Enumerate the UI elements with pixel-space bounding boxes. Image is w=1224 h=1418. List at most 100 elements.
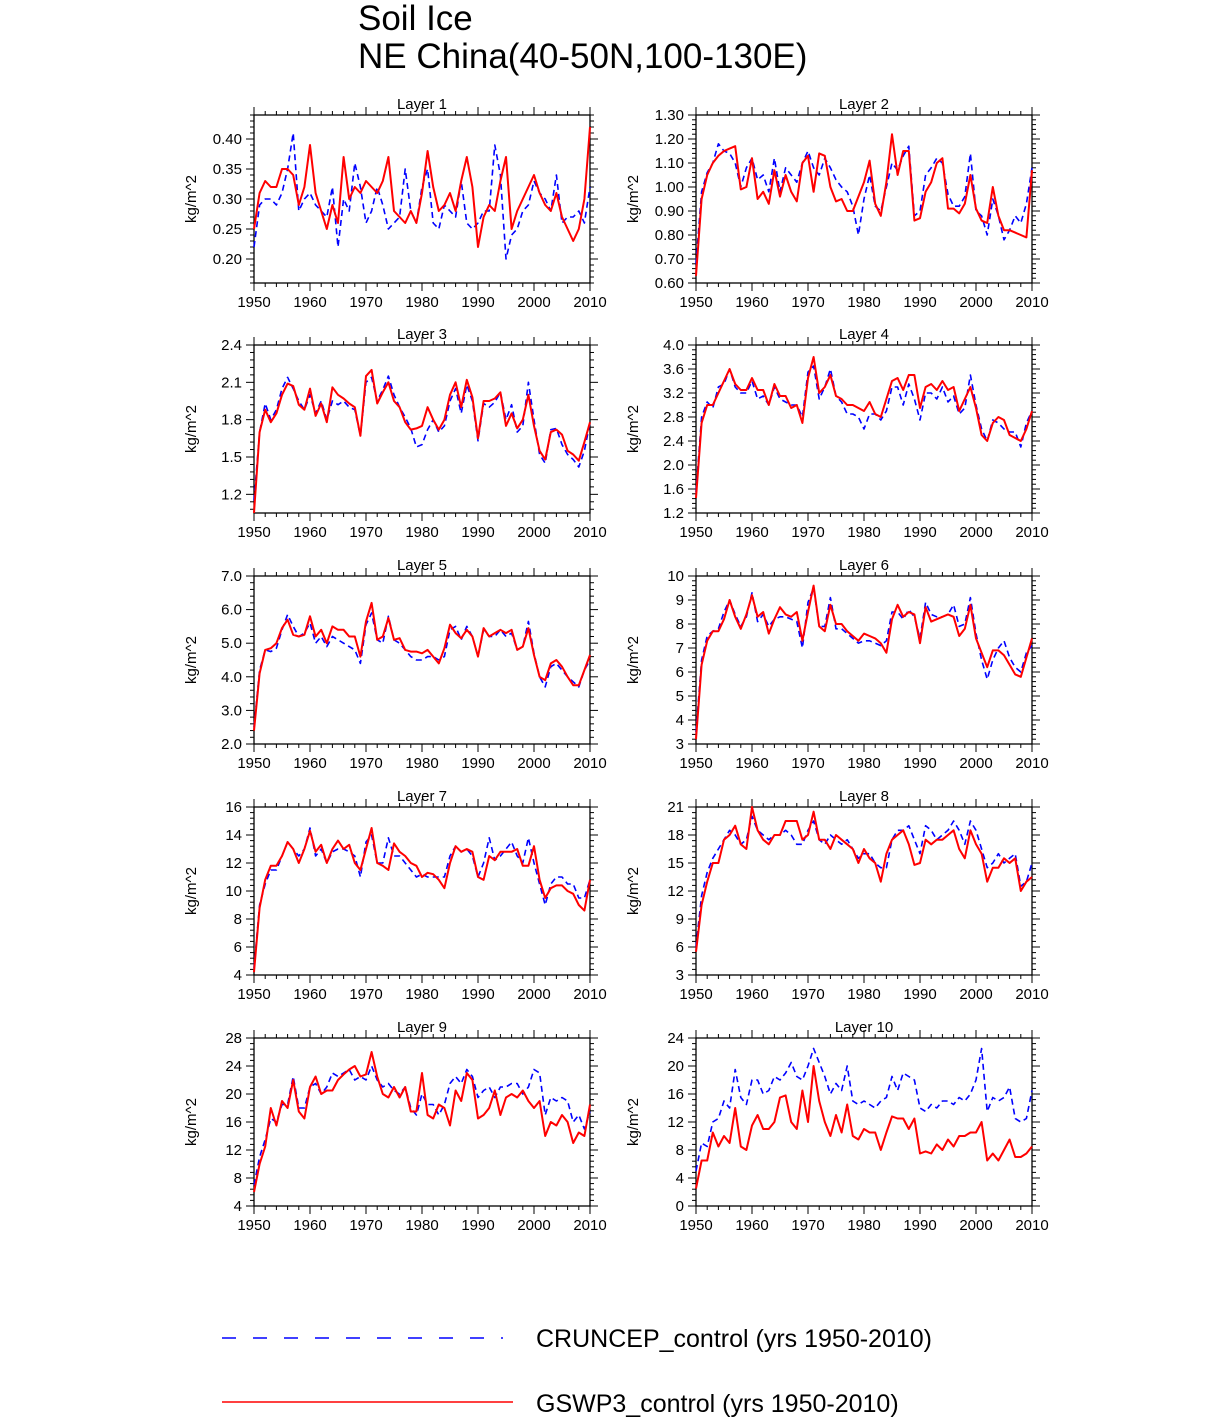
y-axis-label: kg/m^2 xyxy=(625,1098,642,1146)
y-tick-label: 14 xyxy=(225,827,242,844)
series-line-gswp3 xyxy=(695,133,1033,276)
x-tick-label: 1950 xyxy=(237,755,270,772)
panel-title: Layer 4 xyxy=(839,326,889,343)
y-tick-label: 3 xyxy=(676,967,684,984)
x-tick-label: 1960 xyxy=(293,1217,326,1234)
panel-title: Layer 2 xyxy=(839,96,889,113)
y-tick-label: 6 xyxy=(676,939,684,956)
y-tick-label: 24 xyxy=(667,1030,684,1047)
y-tick-label: 5.0 xyxy=(221,635,242,652)
x-tick-label: 1990 xyxy=(903,755,936,772)
x-tick-label: 2000 xyxy=(517,524,550,541)
series-line-gswp3 xyxy=(253,827,591,973)
x-tick-label: 2000 xyxy=(517,1217,550,1234)
legend-label-cruncep: CRUNCEP_control (yrs 1950-2010) xyxy=(536,1325,932,1353)
y-tick-label: 8 xyxy=(234,911,242,928)
series-line-cruncep xyxy=(695,1047,1033,1172)
x-tick-label: 1970 xyxy=(349,755,382,772)
y-tick-label: 16 xyxy=(225,1114,242,1131)
y-tick-label: 4 xyxy=(234,967,242,984)
plot-frame xyxy=(253,1037,591,1207)
series-line-gswp3 xyxy=(253,368,591,514)
x-tick-label: 1950 xyxy=(237,524,270,541)
panel-title: Layer 5 xyxy=(397,557,447,574)
panel-title: Layer 8 xyxy=(839,788,889,805)
y-axis-label: kg/m^2 xyxy=(183,867,200,915)
y-axis-label: kg/m^2 xyxy=(625,175,642,223)
x-tick-label: 1990 xyxy=(461,524,494,541)
panel-title: Layer 6 xyxy=(839,557,889,574)
y-axis-label: kg/m^2 xyxy=(625,405,642,453)
y-tick-label: 2.4 xyxy=(663,433,684,450)
plot-frame xyxy=(253,806,591,976)
x-tick-label: 1950 xyxy=(679,524,712,541)
x-tick-label: 1990 xyxy=(461,755,494,772)
y-tick-label: 8 xyxy=(676,616,684,633)
y-tick-label: 3.0 xyxy=(221,702,242,719)
x-tick-label: 2000 xyxy=(959,755,992,772)
y-axis-label: kg/m^2 xyxy=(625,867,642,915)
x-tick-label: 1950 xyxy=(237,1217,270,1234)
y-tick-label: 10 xyxy=(225,883,242,900)
y-tick-label: 7 xyxy=(676,640,684,657)
y-tick-label: 8 xyxy=(234,1170,242,1187)
y-tick-label: 3 xyxy=(676,736,684,753)
y-tick-label: 28 xyxy=(225,1030,242,1047)
y-tick-label: 12 xyxy=(225,1142,242,1159)
x-tick-label: 2000 xyxy=(517,294,550,311)
x-tick-label: 1950 xyxy=(237,986,270,1003)
x-tick-label: 1950 xyxy=(237,294,270,311)
x-tick-label: 1980 xyxy=(847,755,880,772)
y-tick-label: 16 xyxy=(225,799,242,816)
plot-frame xyxy=(253,575,591,745)
y-tick-label: 7.0 xyxy=(221,568,242,585)
x-tick-label: 2000 xyxy=(959,524,992,541)
y-tick-label: 2.0 xyxy=(221,736,242,753)
x-tick-label: 1960 xyxy=(293,986,326,1003)
figure-title-line-2: NE China(40-50N,100-130E) xyxy=(358,37,808,76)
y-tick-label: 1.2 xyxy=(221,486,242,503)
y-tick-label: 0.90 xyxy=(655,203,684,220)
panel-layer-6: Layer 6 1950 1960 1970 1980 1990 2000 2010 3 4 5 6 7… xyxy=(625,557,1049,772)
y-tick-label: 0.70 xyxy=(655,251,684,268)
series-line-cruncep xyxy=(253,375,591,501)
x-tick-label: 1970 xyxy=(791,986,824,1003)
x-tick-label: 1970 xyxy=(791,755,824,772)
y-tick-label: 1.30 xyxy=(655,107,684,124)
y-tick-label: 1.6 xyxy=(663,481,684,498)
x-tick-label: 2010 xyxy=(573,986,606,1003)
y-tick-label: 0.20 xyxy=(213,251,242,268)
y-tick-label: 2.1 xyxy=(221,374,242,391)
y-tick-label: 2.4 xyxy=(221,337,242,354)
panel-layer-4: Layer 4 1950 1960 1970 1980 1990 2000 2010 1.2 1.… xyxy=(625,326,1049,541)
panel-layer-7: Layer 7 1950 1960 1970 1980 1990 2000 2010 4 6 8 10… xyxy=(183,788,607,1003)
y-tick-label: 1.8 xyxy=(221,412,242,429)
y-tick-label: 4.0 xyxy=(221,669,242,686)
x-tick-label: 2010 xyxy=(1015,1217,1048,1234)
x-tick-label: 1980 xyxy=(405,986,438,1003)
series-line-cruncep xyxy=(253,1065,591,1186)
x-tick-label: 2010 xyxy=(573,755,606,772)
y-tick-label: 1.20 xyxy=(655,131,684,148)
x-tick-label: 2000 xyxy=(517,986,550,1003)
panel-layer-9: Layer 9 1950 1960 1970 1980 1990 2000 2010 4 8 12 1… xyxy=(183,1019,607,1234)
x-tick-label: 1980 xyxy=(847,1217,880,1234)
x-tick-label: 1980 xyxy=(847,294,880,311)
x-tick-label: 1960 xyxy=(735,1217,768,1234)
y-tick-label: 6 xyxy=(234,939,242,956)
panel-layer-10: Layer 10 1950 1960 1970 1980 1990 2000 2010 0 4 8 1… xyxy=(625,1019,1049,1234)
x-tick-label: 1970 xyxy=(349,524,382,541)
panel-title: Layer 7 xyxy=(397,788,447,805)
panel-layer-5: Layer 5 1950 1960 1970 1980 1990 2000 2010 2.0 3.… xyxy=(183,557,607,772)
x-tick-label: 1960 xyxy=(735,986,768,1003)
y-axis-label: kg/m^2 xyxy=(183,175,200,223)
x-tick-label: 1990 xyxy=(903,986,936,1003)
plot-frame xyxy=(695,806,1033,976)
y-tick-label: 18 xyxy=(667,827,684,844)
y-axis-label: kg/m^2 xyxy=(183,1098,200,1146)
x-tick-label: 1980 xyxy=(847,524,880,541)
series-line-cruncep xyxy=(253,612,591,728)
x-tick-label: 1970 xyxy=(349,1217,382,1234)
x-tick-label: 1950 xyxy=(679,986,712,1003)
